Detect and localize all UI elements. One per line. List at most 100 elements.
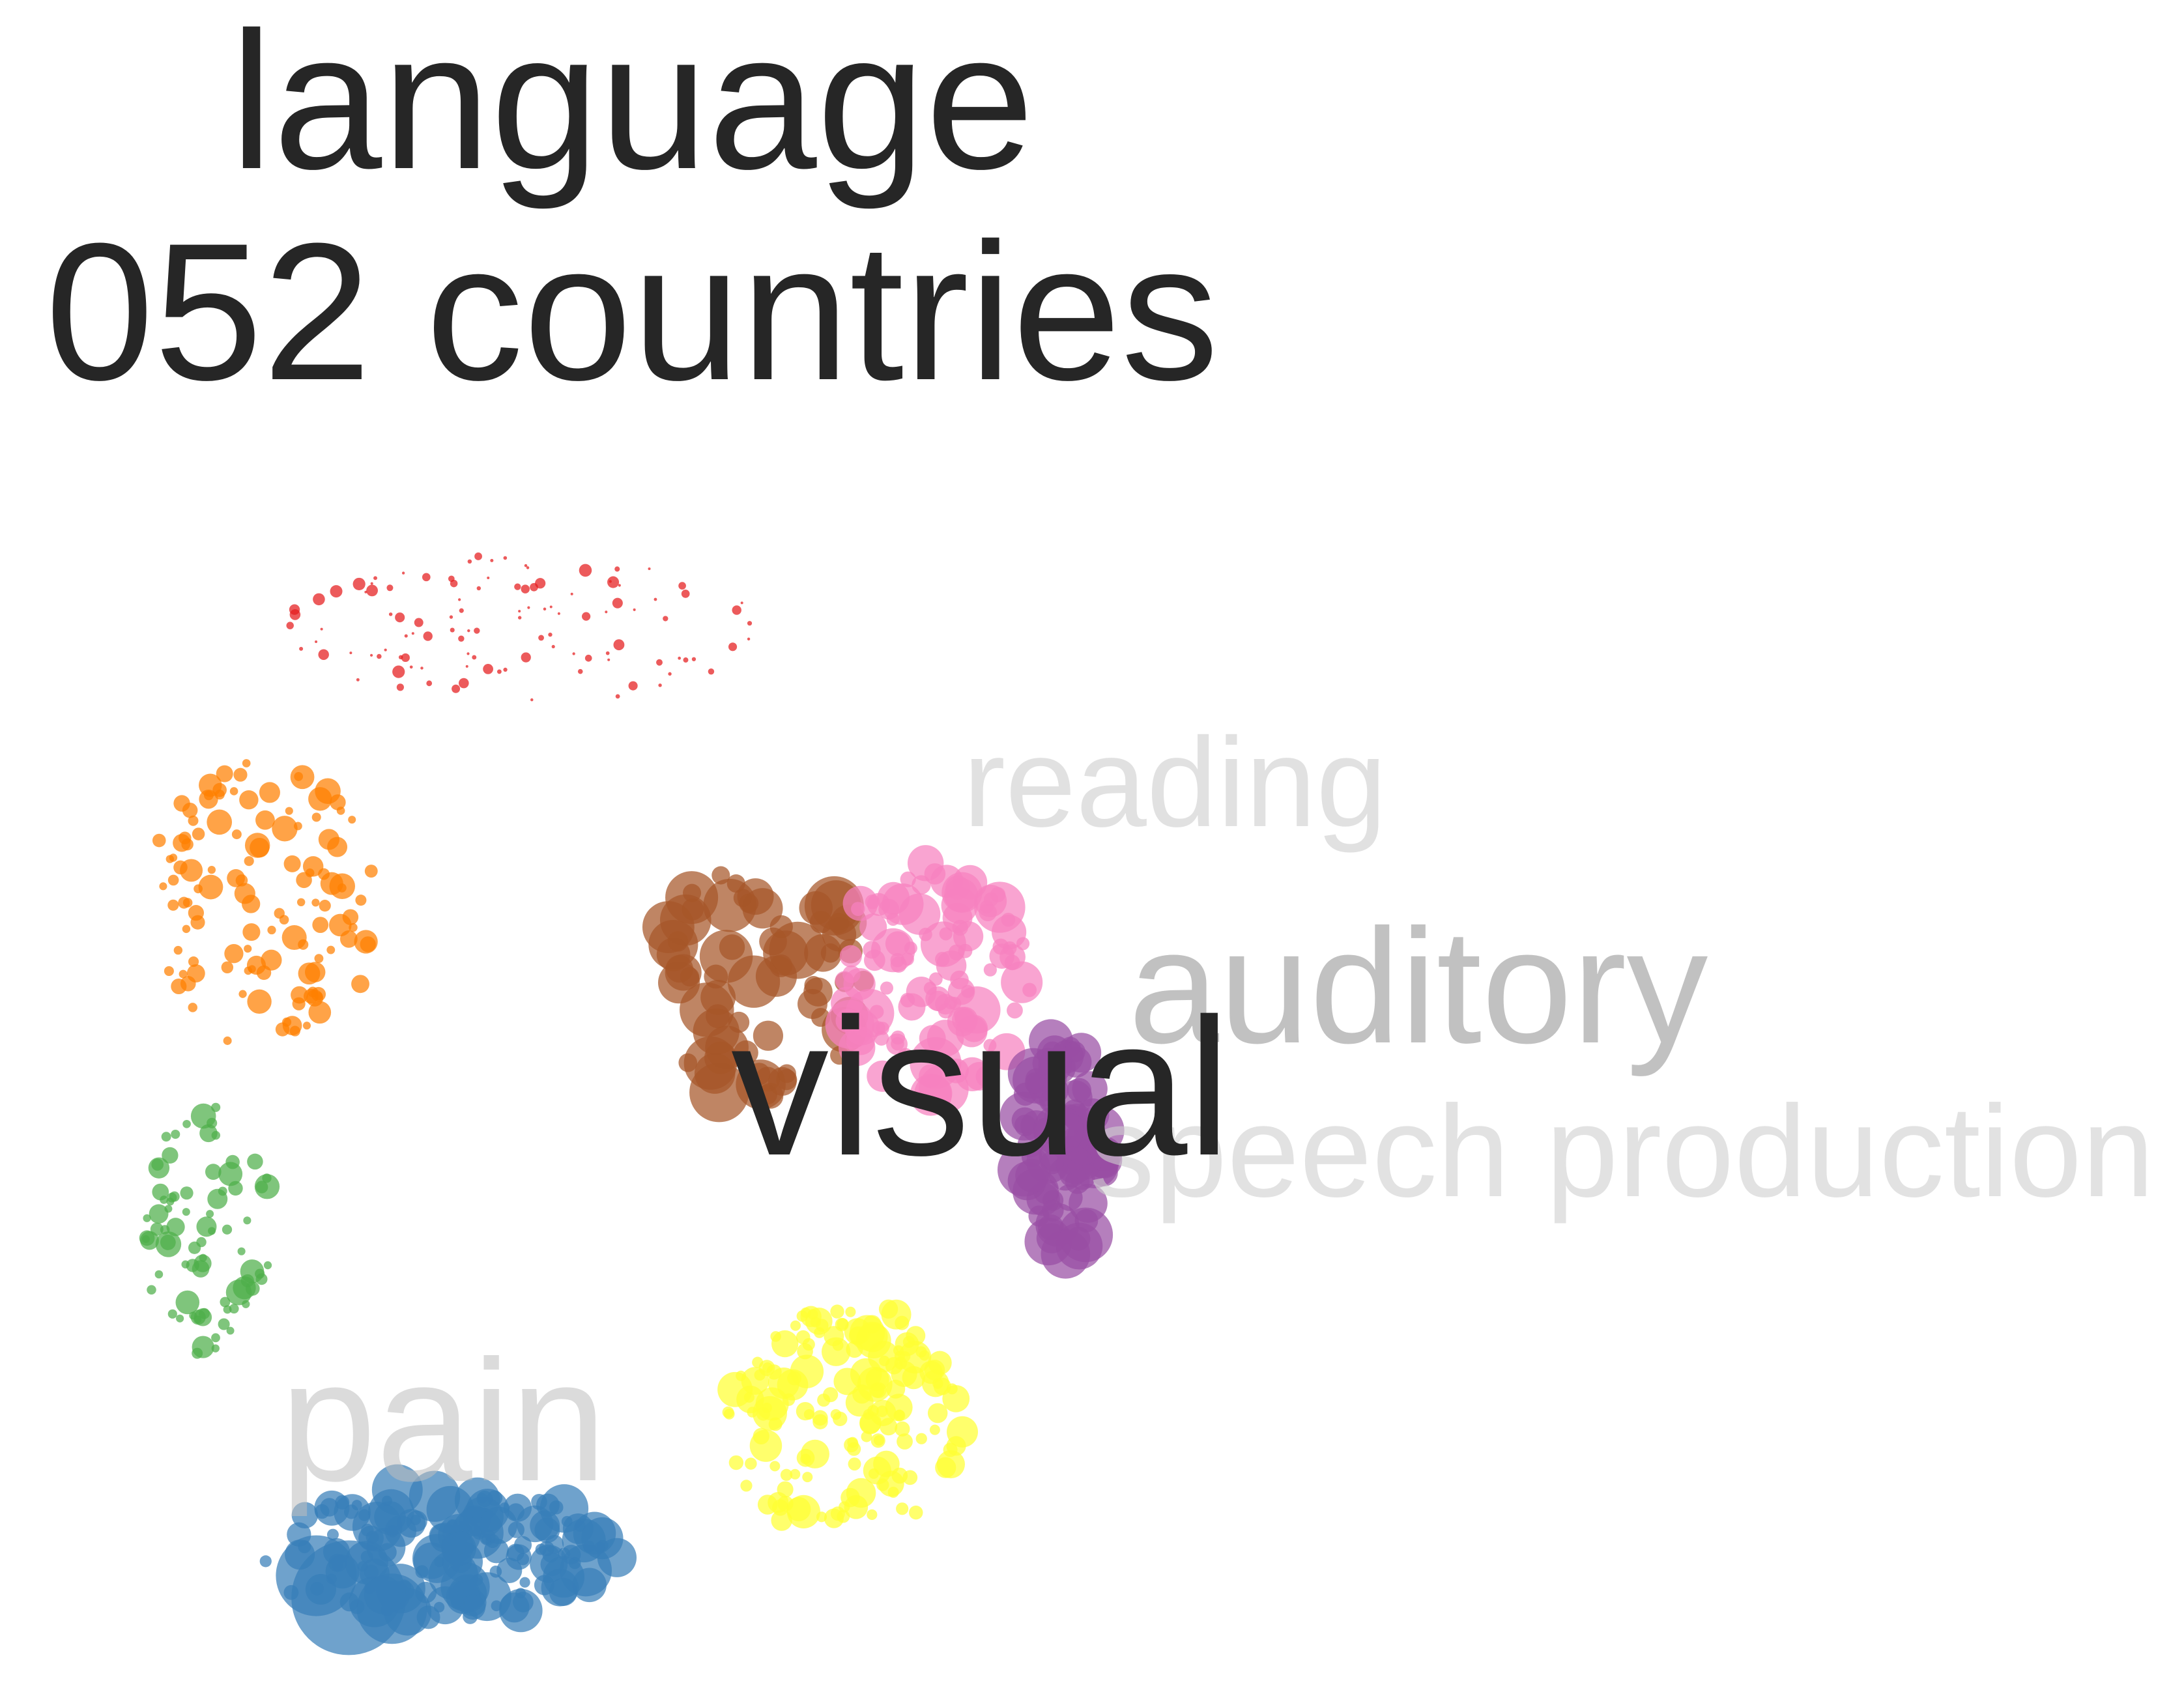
point-cluster-5 — [535, 578, 546, 589]
point-cluster-7 — [207, 1188, 228, 1209]
point-speech-production — [790, 1320, 801, 1331]
point-reading — [980, 900, 994, 914]
point-cluster-5 — [503, 667, 508, 672]
point-speech-production — [740, 1480, 753, 1492]
point-speech-production — [891, 1360, 917, 1387]
point-cluster-7 — [147, 1285, 156, 1295]
point-cluster-5 — [740, 601, 743, 605]
point-cluster-5 — [490, 558, 494, 562]
point-speech-production — [769, 1461, 781, 1472]
point-cluster-5 — [728, 642, 738, 652]
point-cluster-5 — [398, 655, 403, 660]
point-cluster-7 — [182, 1208, 190, 1216]
point-reading — [983, 963, 997, 977]
point-cluster-7 — [190, 1103, 216, 1129]
point-cluster-5 — [366, 584, 378, 597]
point-reading — [983, 1038, 997, 1052]
point-speech-production — [915, 1433, 927, 1444]
point-cluster-5 — [483, 664, 493, 674]
point-cluster-6 — [223, 1036, 232, 1045]
point-cluster-6 — [244, 966, 253, 975]
point-pain — [366, 1530, 379, 1544]
point-visual — [803, 977, 833, 1007]
point-cluster-6 — [314, 954, 324, 964]
point-cluster-6 — [281, 925, 307, 951]
point-reading — [935, 952, 950, 967]
point-speech-production — [928, 1351, 952, 1375]
point-pain — [371, 1464, 423, 1515]
point-speech-production — [897, 1433, 913, 1450]
point-cluster-6 — [242, 759, 251, 767]
point-speech-production — [870, 1382, 887, 1399]
topic-labels: reading auditory speech production pain … — [280, 711, 2154, 1518]
point-cluster-5 — [452, 684, 461, 693]
point-pain — [519, 1577, 530, 1588]
point-cloud — [139, 552, 1125, 1655]
point-cluster-5 — [557, 612, 560, 615]
point-cluster-5 — [612, 597, 623, 609]
point-speech-production — [771, 1510, 792, 1531]
point-cluster-5 — [356, 678, 360, 681]
point-pain — [426, 1485, 474, 1534]
point-cluster-7 — [206, 1210, 214, 1218]
point-cluster-7 — [192, 1260, 210, 1278]
point-visual — [820, 943, 841, 963]
point-cluster-7 — [152, 1183, 169, 1201]
point-cluster-6 — [319, 900, 331, 912]
point-cluster-7 — [171, 1129, 180, 1139]
point-cluster-7 — [245, 1282, 260, 1296]
point-cluster-5 — [422, 573, 431, 582]
point-cluster-5 — [614, 566, 620, 572]
point-speech-production — [845, 1306, 856, 1317]
title-line-count: 052 countries — [45, 202, 1218, 421]
point-cluster-6 — [302, 1022, 311, 1030]
point-cluster-5 — [448, 575, 455, 582]
point-cluster-6 — [173, 945, 183, 955]
label-visual: visual — [731, 977, 1231, 1196]
point-pain — [358, 1509, 371, 1521]
point-cluster-6 — [283, 855, 301, 872]
point-reading — [842, 965, 861, 984]
point-cluster-7 — [180, 1186, 194, 1200]
point-speech-production — [777, 1481, 794, 1498]
point-cluster-7 — [255, 1273, 268, 1285]
point-cluster-5 — [527, 606, 530, 609]
point-speech-production — [752, 1356, 764, 1368]
point-pain — [496, 1557, 523, 1583]
point-auditory — [1042, 1077, 1069, 1104]
point-reading — [897, 1048, 913, 1064]
point-cluster-6 — [212, 782, 227, 797]
point-cluster-5 — [607, 658, 611, 661]
point-pain — [581, 1517, 624, 1560]
point-cluster-5 — [633, 608, 636, 611]
point-cluster-5 — [538, 635, 544, 641]
point-cluster-5 — [320, 627, 323, 631]
point-reading — [1004, 954, 1020, 971]
point-reading — [941, 872, 983, 913]
point-cluster-5 — [618, 584, 621, 587]
point-reading — [1001, 912, 1016, 927]
point-cluster-6 — [182, 924, 191, 934]
point-speech-production — [929, 1424, 940, 1435]
point-cluster-5 — [524, 564, 528, 567]
point-cluster-7 — [160, 1225, 170, 1235]
point-reading — [919, 1025, 946, 1052]
point-cluster-5 — [377, 653, 382, 659]
point-visual — [755, 1067, 781, 1092]
point-reading — [839, 945, 862, 967]
point-speech-production — [812, 1414, 828, 1429]
point-cluster-6 — [173, 795, 190, 812]
point-pain — [517, 1553, 530, 1566]
point-cluster-5 — [747, 637, 751, 641]
label-reading: reading — [963, 711, 1387, 853]
point-cluster-5 — [579, 564, 592, 577]
point-cluster-6 — [360, 936, 376, 952]
point-cluster-6 — [355, 895, 367, 906]
point-cluster-5 — [521, 652, 531, 663]
point-speech-production — [885, 1394, 913, 1422]
point-speech-production — [749, 1429, 783, 1462]
point-reading — [904, 941, 917, 955]
point-cluster-5 — [299, 646, 304, 651]
point-cluster-5 — [514, 583, 521, 590]
point-cluster-5 — [615, 694, 620, 699]
